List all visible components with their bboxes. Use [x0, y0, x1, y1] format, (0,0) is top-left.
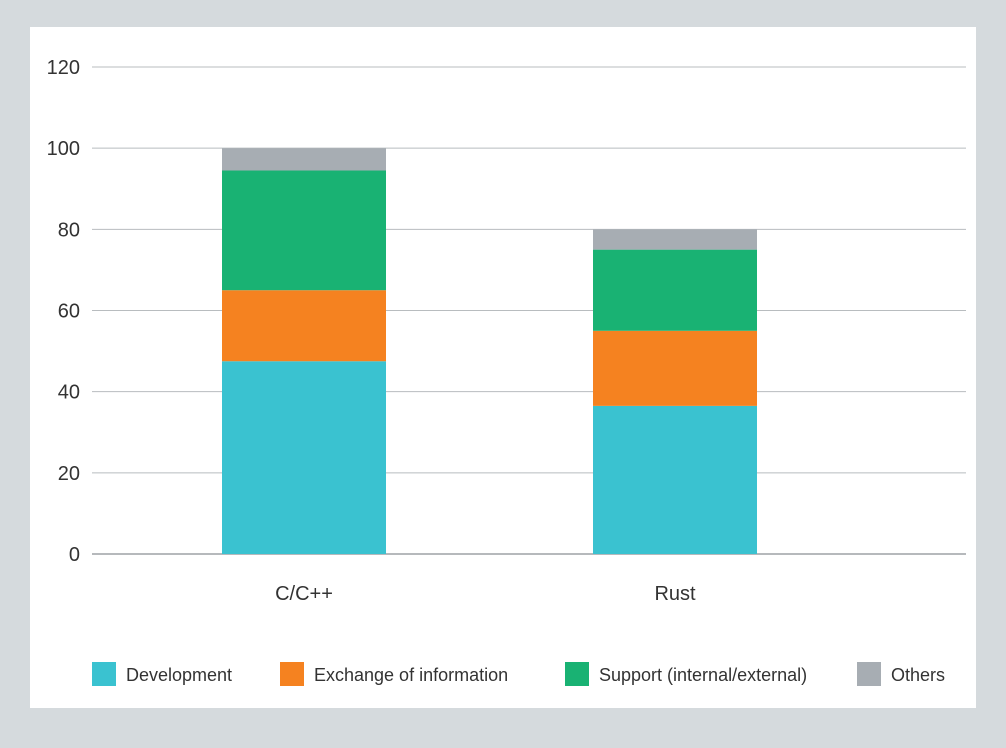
y-axis-ticks: 0 20 40 60 80 100 120 [47, 57, 80, 566]
bar-segment-support-internal-external [222, 170, 386, 291]
bar-segment-others [222, 148, 386, 171]
legend-label: Support (internal/external) [599, 665, 807, 685]
y-tick-label: 80 [58, 219, 80, 241]
chart-panel: 0 20 40 60 80 100 120 C/C++ Rust Development Exc… [30, 27, 976, 708]
legend-item: Support (internal/external) [565, 662, 807, 686]
legend: Development Exchange of information Suppor… [92, 662, 945, 686]
bar-segment-others [593, 229, 757, 250]
legend-item: Development [92, 662, 232, 686]
x-tick-label: C/C++ [275, 583, 333, 605]
stacked-bar-chart: 0 20 40 60 80 100 120 C/C++ Rust Development Exc… [47, 57, 966, 686]
bar-segment-development [222, 361, 386, 554]
legend-item: Others [857, 662, 945, 686]
y-tick-label: 40 [58, 382, 80, 404]
legend-label: Exchange of information [314, 665, 508, 685]
legend-swatch [92, 662, 116, 686]
legend-swatch [565, 662, 589, 686]
bar-segment-exchange-of-information [222, 290, 386, 362]
bar-segment-development [593, 405, 757, 554]
y-tick-label: 0 [69, 544, 80, 566]
bar-segment-exchange-of-information [593, 330, 757, 406]
legend-item: Exchange of information [280, 662, 508, 686]
bar-segment-support-internal-external [593, 249, 757, 331]
y-tick-label: 60 [58, 301, 80, 323]
x-axis-ticks: C/C++ Rust [275, 583, 696, 605]
legend-label: Others [891, 665, 945, 685]
bars [222, 148, 757, 554]
x-tick-label: Rust [654, 583, 696, 605]
y-tick-label: 20 [58, 463, 80, 485]
legend-swatch [857, 662, 881, 686]
legend-swatch [280, 662, 304, 686]
y-tick-label: 100 [47, 138, 80, 160]
legend-label: Development [126, 665, 232, 685]
y-tick-label: 120 [47, 57, 80, 79]
